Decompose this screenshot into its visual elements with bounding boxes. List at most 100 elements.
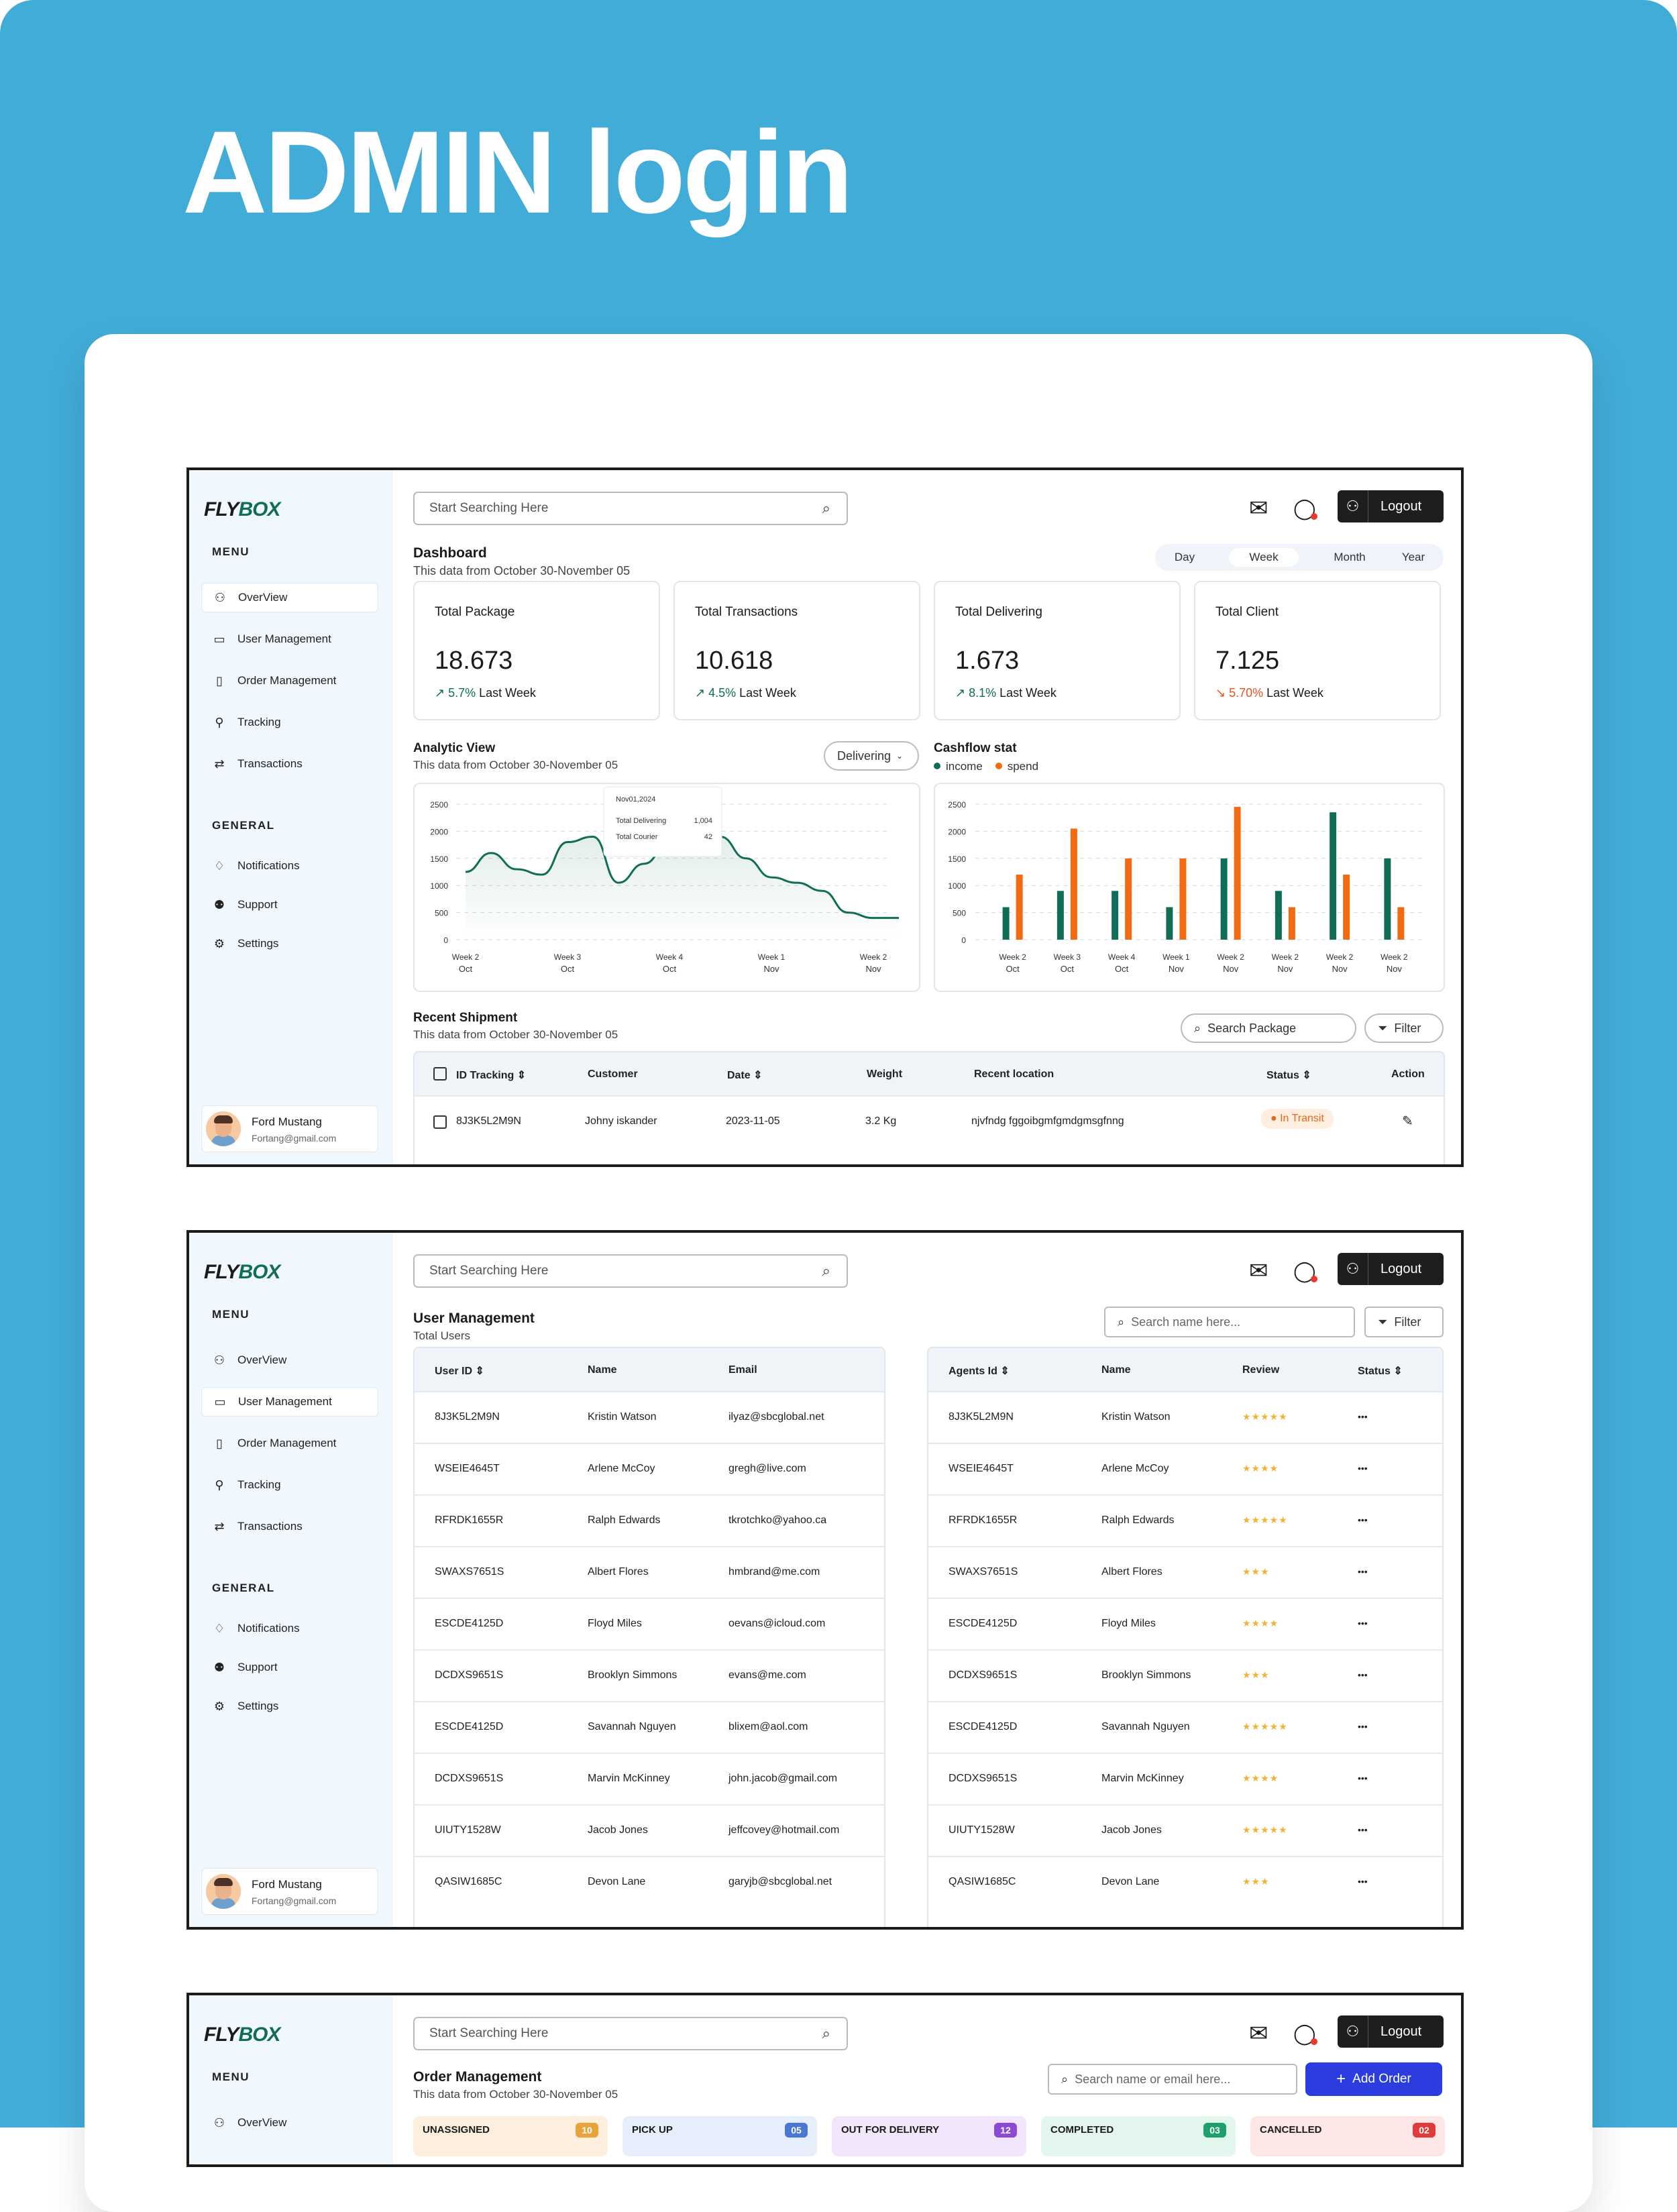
more-options-icon[interactable]: ••• bbox=[1358, 1411, 1368, 1422]
table-cell: WSEIE4645T bbox=[435, 1463, 500, 1474]
more-options-icon[interactable]: ••• bbox=[1358, 1463, 1368, 1474]
kanban-column-header[interactable]: PICK UP 05 bbox=[623, 2116, 817, 2156]
search-input[interactable]: Start Searching Here ⌕ bbox=[413, 492, 848, 525]
sidebar-item-transactions[interactable]: ⇄ Transactions bbox=[201, 749, 378, 779]
select-all-checkbox[interactable] bbox=[433, 1067, 447, 1081]
table-cell: RFRDK1655R bbox=[949, 1514, 1018, 1526]
table-row[interactable]: UIUTY1528W Jacob Jones ★★★★★ ••• bbox=[928, 1804, 1442, 1855]
bar-income bbox=[1057, 891, 1064, 940]
sidebar-item-tracking[interactable]: ⚲ Tracking bbox=[201, 708, 378, 737]
x-tick-label: Week 3 bbox=[1054, 952, 1081, 962]
filter-button[interactable]: ⏷ Filter bbox=[1364, 1013, 1444, 1043]
range-day[interactable]: Day bbox=[1174, 551, 1195, 563]
kanban-column-header[interactable]: OUT FOR DELIVERY 12 bbox=[832, 2116, 1026, 2156]
add-order-button[interactable]: + Add Order bbox=[1305, 2062, 1442, 2096]
user-card[interactable]: Ford Mustang Fortang@gmail.com bbox=[201, 1105, 378, 1152]
table-cell: Albert Flores bbox=[1101, 1566, 1162, 1578]
kanban-column-header[interactable]: UNASSIGNED 10 bbox=[413, 2116, 608, 2156]
more-options-icon[interactable]: ••• bbox=[1358, 1514, 1368, 1525]
filter-button[interactable]: ⏷ Filter bbox=[1364, 1307, 1444, 1337]
more-options-icon[interactable]: ••• bbox=[1358, 1876, 1368, 1887]
sidebar-item-order-management[interactable]: ▯ Order Management bbox=[201, 1429, 378, 1458]
analytic-filter-dropdown[interactable]: Delivering ⌄ bbox=[824, 741, 919, 771]
table-row[interactable]: 8J3K5L2M9N Kristin Watson ★★★★★ ••• bbox=[928, 1391, 1442, 1442]
table-cell: Marvin McKinney bbox=[1101, 1773, 1184, 1784]
trend-up-icon: ↗ bbox=[435, 686, 449, 700]
user-card[interactable]: Ford Mustang Fortang@gmail.com bbox=[201, 1868, 378, 1915]
column-agents-id[interactable]: Agents Id ⇕ bbox=[949, 1366, 1010, 1377]
sidebar-item-overview[interactable]: ⚇ OverView bbox=[201, 2108, 378, 2138]
search-order-input[interactable]: ⌕ Search name or email here... bbox=[1048, 2064, 1297, 2095]
column-status[interactable]: Status ⇕ bbox=[1358, 1366, 1403, 1377]
table-row[interactable]: ESCDE4125D Floyd Miles oevans@icloud.com bbox=[415, 1598, 884, 1649]
logout-button[interactable]: ⚇ Logout bbox=[1338, 2015, 1444, 2048]
table-row[interactable]: QASIW1685C Devon Lane ★★★ ••• bbox=[928, 1856, 1442, 1907]
x-tick-label: Week 2 bbox=[1381, 952, 1408, 962]
sidebar-item-overview[interactable]: ⚇ OverView bbox=[201, 1345, 378, 1375]
table-row[interactable]: ESCDE4125D Savannah Nguyen ★★★★★ ••• bbox=[928, 1701, 1442, 1752]
table-row[interactable]: 8J3K5L2M9N Kristin Watson ilyaz@sbcglobal.… bbox=[415, 1391, 884, 1442]
row-checkbox[interactable] bbox=[433, 1115, 447, 1129]
column-user-id[interactable]: User ID ⇕ bbox=[435, 1366, 484, 1377]
mail-icon[interactable]: ✉ bbox=[1249, 496, 1268, 521]
column-id-tracking[interactable]: ID Tracking ⇕ bbox=[456, 1070, 527, 1081]
table-row[interactable]: ESCDE4125D Floyd Miles ★★★★ ••• bbox=[928, 1598, 1442, 1649]
table-row[interactable]: 8J3K5L2M9N Johny iskander 2023-11-05 3.2… bbox=[415, 1095, 1444, 1146]
search-input[interactable]: Start Searching Here ⌕ bbox=[413, 1254, 848, 1288]
sidebar-item-user-management[interactable]: ▭ User Management bbox=[201, 1387, 378, 1417]
table-row[interactable]: RFRDK1655R Ralph Edwards tkrotchko@yahoo.c… bbox=[415, 1494, 884, 1545]
search-package-input[interactable]: ⌕ Search Package bbox=[1181, 1013, 1356, 1043]
logo[interactable]: FLYBOX bbox=[204, 2024, 280, 2046]
logout-button[interactable]: ⚇ Logout bbox=[1338, 1253, 1444, 1285]
table-row[interactable]: SWAXS7651S Albert Flores hmbrand@me.com bbox=[415, 1546, 884, 1597]
sidebar-item-transactions[interactable]: ⇄ Transactions bbox=[201, 1512, 378, 1541]
table-row[interactable]: DCDXS9651S Marvin McKinney ★★★★ ••• bbox=[928, 1753, 1442, 1804]
table-row[interactable]: UIUTY1528W Jacob Jones jeffcovey@hotmail.c… bbox=[415, 1804, 884, 1855]
range-week[interactable]: Week bbox=[1229, 548, 1299, 567]
x-tick-sublabel: Nov bbox=[1332, 964, 1348, 974]
table-row[interactable]: DCDXS9651S Brooklyn Simmons evans@me.com bbox=[415, 1649, 884, 1700]
more-options-icon[interactable]: ••• bbox=[1358, 1721, 1368, 1732]
table-row[interactable]: WSEIE4645T Arlene McCoy gregh@live.com bbox=[415, 1443, 884, 1494]
sidebar-item-support[interactable]: ⚉ Support bbox=[201, 890, 378, 920]
kanban-column-header[interactable]: COMPLETED 03 bbox=[1041, 2116, 1236, 2156]
table-cell: WSEIE4645T bbox=[949, 1463, 1014, 1474]
search-name-input[interactable]: ⌕ Search name here... bbox=[1104, 1307, 1355, 1337]
notification-dot bbox=[1311, 1276, 1317, 1282]
sidebar-item-user-management[interactable]: ▭ User Management bbox=[201, 624, 378, 654]
column-status[interactable]: Status ⇕ bbox=[1266, 1070, 1311, 1081]
search-icon: ⌕ bbox=[1194, 1021, 1201, 1035]
logo[interactable]: FLYBOX bbox=[204, 1261, 280, 1283]
more-options-icon[interactable]: ••• bbox=[1358, 1618, 1368, 1628]
sidebar-item-tracking[interactable]: ⚲ Tracking bbox=[201, 1470, 378, 1500]
sidebar-item-notifications[interactable]: ♢ Notifications bbox=[201, 851, 378, 881]
table-row[interactable]: DCDXS9651S Marvin McKinney john.jacob@gmai… bbox=[415, 1753, 884, 1804]
table-row[interactable]: WSEIE4645T Arlene McCoy ★★★★ ••• bbox=[928, 1443, 1442, 1494]
more-options-icon[interactable]: ••• bbox=[1358, 1669, 1368, 1680]
sidebar-item-settings[interactable]: ⚙ Settings bbox=[201, 1692, 378, 1721]
search-input[interactable]: Start Searching Here ⌕ bbox=[413, 2017, 848, 2050]
edit-icon[interactable]: ✎ bbox=[1402, 1114, 1413, 1129]
sidebar-item-notifications[interactable]: ♢ Notifications bbox=[201, 1614, 378, 1643]
logo[interactable]: FLYBOX bbox=[204, 498, 280, 520]
more-options-icon[interactable]: ••• bbox=[1358, 1773, 1368, 1783]
sidebar-item-support[interactable]: ⚉ Support bbox=[201, 1653, 378, 1682]
range-year[interactable]: Year bbox=[1401, 551, 1425, 563]
sidebar-item-order-management[interactable]: ▯ Order Management bbox=[201, 666, 378, 696]
table-row[interactable]: ESCDE4125D Savannah Nguyen blixem@aol.com bbox=[415, 1701, 884, 1752]
more-options-icon[interactable]: ••• bbox=[1358, 1566, 1368, 1577]
sidebar-item-overview[interactable]: ⚇ OverView bbox=[201, 583, 378, 612]
mail-icon[interactable]: ✉ bbox=[1249, 1258, 1268, 1284]
sidebar-item-settings[interactable]: ⚙ Settings bbox=[201, 929, 378, 958]
logout-button[interactable]: ⚇ Logout bbox=[1338, 490, 1444, 522]
table-row[interactable]: RFRDK1655R Ralph Edwards ★★★★★ ••• bbox=[928, 1494, 1442, 1545]
mail-icon[interactable]: ✉ bbox=[1249, 2021, 1268, 2046]
kanban-column-header[interactable]: CANCELLED 02 bbox=[1250, 2116, 1445, 2156]
table-row[interactable]: QASIW1685C Devon Lane garyjb@sbcglobal.net bbox=[415, 1856, 884, 1907]
cashflow-chart-panel: 2500 2000 1500 1000 500 0 Week 2 Oct Week 3 Oct We… bbox=[934, 783, 1445, 992]
range-month[interactable]: Month bbox=[1334, 551, 1366, 563]
table-row[interactable]: SWAXS7651S Albert Flores ★★★ ••• bbox=[928, 1546, 1442, 1597]
column-date[interactable]: Date ⇕ bbox=[727, 1070, 763, 1081]
more-options-icon[interactable]: ••• bbox=[1358, 1824, 1368, 1835]
table-row[interactable]: DCDXS9651S Brooklyn Simmons ★★★ ••• bbox=[928, 1649, 1442, 1700]
